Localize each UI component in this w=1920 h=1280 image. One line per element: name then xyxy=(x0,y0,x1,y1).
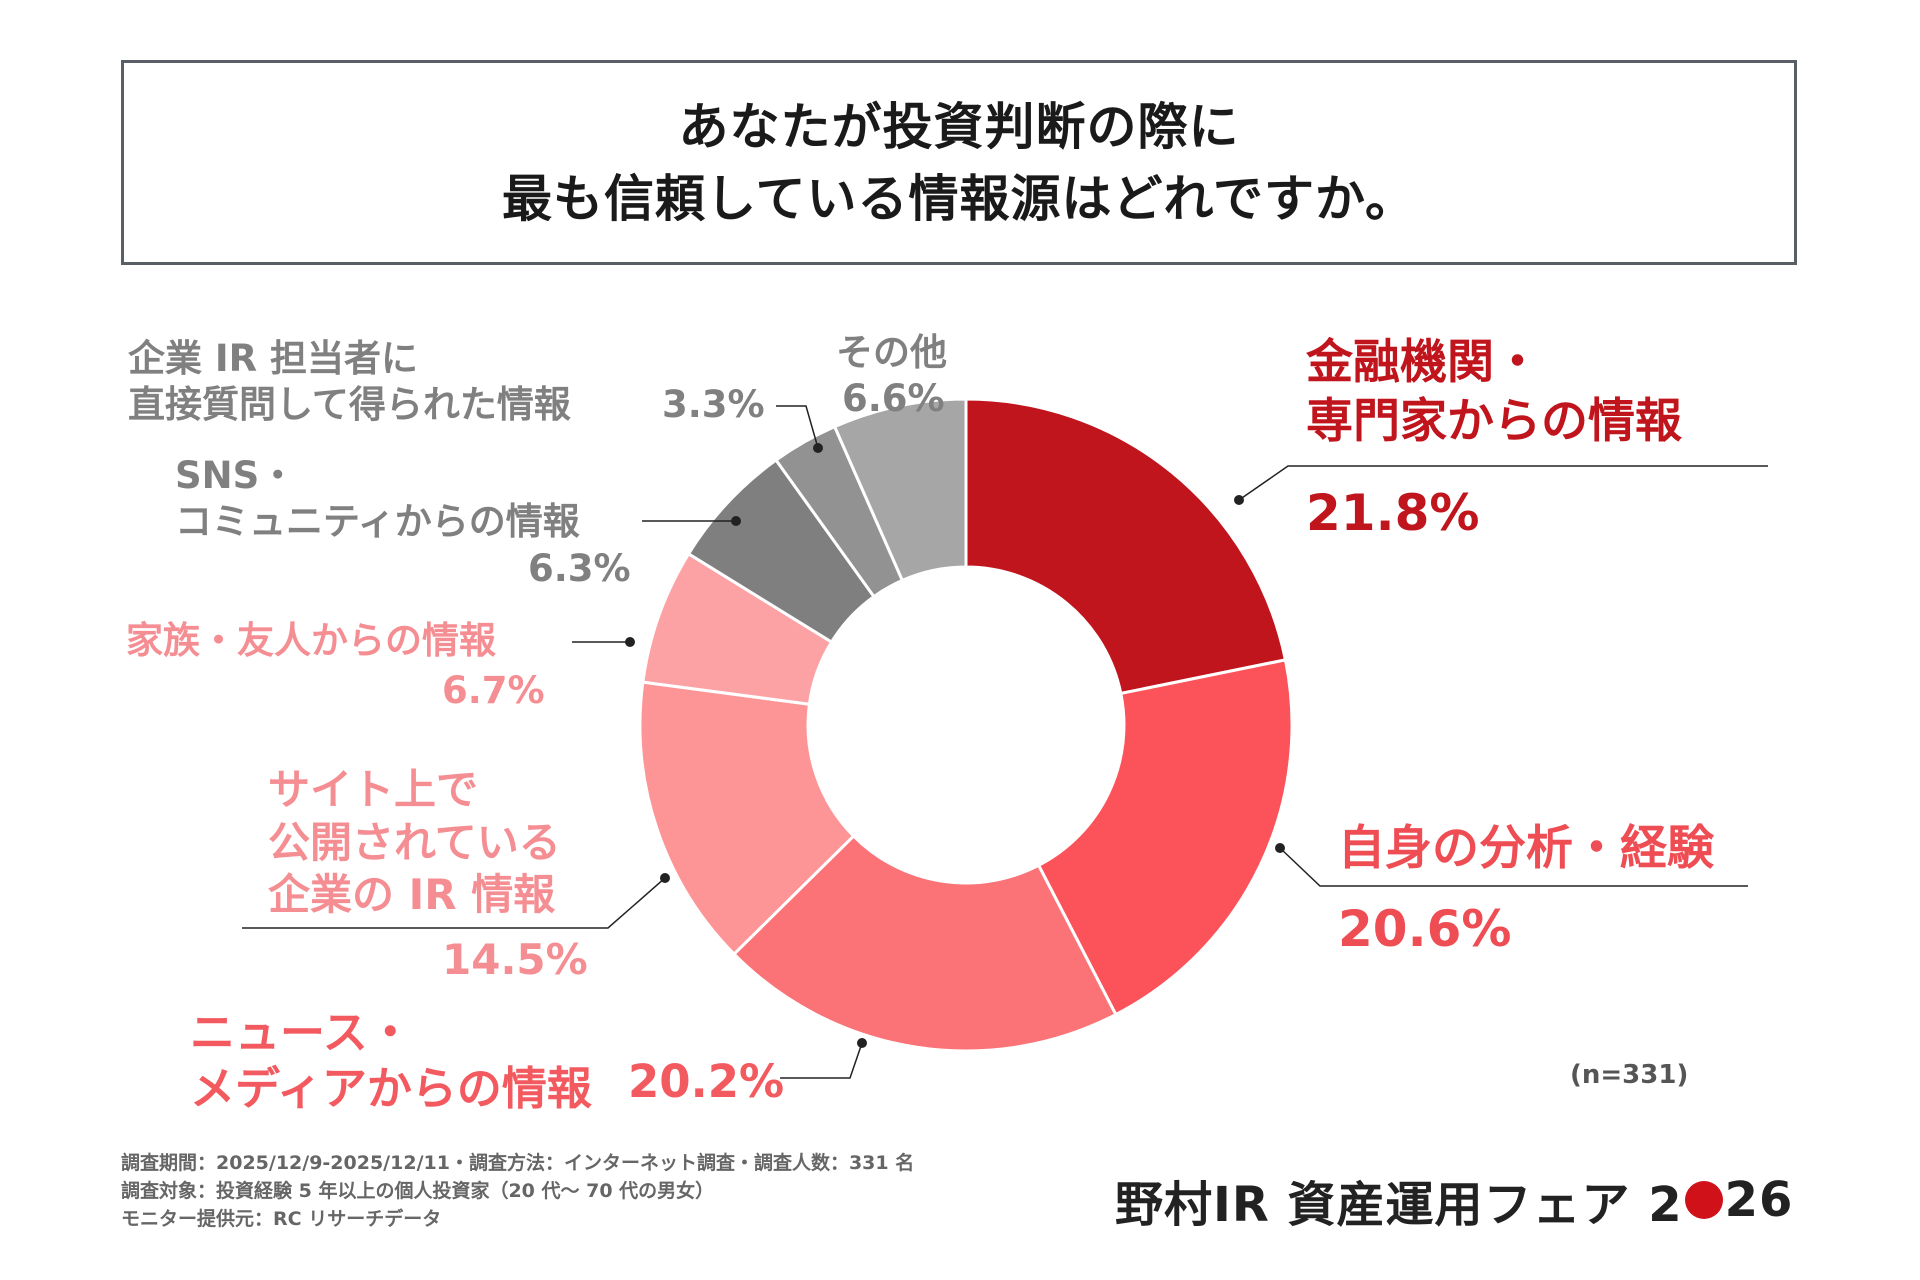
donut-slice-1 xyxy=(964,397,1288,696)
title-line-1: あなたが投資判断の際に xyxy=(678,97,1240,156)
value-site: 14.5% xyxy=(442,935,588,984)
donut-slice-8 xyxy=(832,397,968,583)
value-news: 20.2% xyxy=(628,1055,785,1108)
title-box: あなたが投資判断の際に 最も信頼している情報源はどれですか。 xyxy=(121,60,1797,265)
leader-site xyxy=(242,877,666,929)
label-financial-line2: 専門家からの情報 xyxy=(1306,393,1682,449)
label-sns-line2: コミュニティからの情報 xyxy=(175,500,580,544)
leader-ir-contact xyxy=(776,405,819,449)
label-financial: 金融機関・ 専門家からの情報 xyxy=(1306,334,1682,452)
sample-size: (n=331) xyxy=(1570,1060,1689,1090)
label-ir-contact-line2: 直接質問して得られた情報 xyxy=(128,383,571,427)
brand-dot-icon xyxy=(1684,1181,1723,1219)
footer-line-2: 調査対象：投資経験 5 年以上の個人投資家（20 代～ 70 代の男女） xyxy=(121,1180,715,1202)
leader-dot-financial xyxy=(1234,495,1244,505)
label-financial-line1: 金融機関・ xyxy=(1306,335,1541,390)
label-family: 家族・友人からの情報 xyxy=(126,619,496,662)
label-news-line2: メディアからの情報 xyxy=(190,1062,592,1116)
footer-line-3: モニター提供元：RC リサーチデータ xyxy=(121,1208,442,1230)
label-site-line1: サイト上で xyxy=(268,765,479,814)
brand-logo: 野村IR 資産運用フェア 2 26 xyxy=(1115,1165,1793,1235)
footer-line-1: 調査期間：2025/12/9-2025/12/11・調査方法：インターネット調査… xyxy=(121,1152,915,1174)
value-financial: 21.8% xyxy=(1306,484,1480,542)
value-family: 6.7% xyxy=(442,669,545,712)
value-self: 20.6% xyxy=(1338,900,1512,958)
label-news: ニュース・ メディアからの情報 xyxy=(190,1005,592,1118)
donut-slice-3 xyxy=(731,833,1118,1053)
leader-news xyxy=(780,1042,863,1079)
label-site-line2: 公開されている xyxy=(268,817,561,867)
brand-text-2: 26 xyxy=(1724,1172,1794,1228)
label-site: サイト上で 公開されている 企業の IR 情報 xyxy=(268,764,561,922)
label-sns-line1: SNS・ xyxy=(175,454,297,497)
title-line-2: 最も信頼している情報源はどれですか。 xyxy=(502,169,1416,228)
donut-slice-4 xyxy=(638,680,856,957)
label-sns: SNS・ コミュニティからの情報 xyxy=(175,453,580,546)
label-site-line3: 企業の IR 情報 xyxy=(268,870,556,919)
leader-dot-sns xyxy=(731,516,741,526)
label-self: 自身の分析・経験 xyxy=(1338,821,1714,876)
value-sns: 6.3% xyxy=(528,547,631,590)
value-other: 6.6% xyxy=(842,377,945,420)
label-ir-contact-line1: 企業 IR 担当者に xyxy=(128,337,419,380)
label-news-line1: ニュース・ xyxy=(190,1006,413,1059)
leader-self xyxy=(1279,847,1748,887)
label-ir-contact: 企業 IR 担当者に 直接質問して得られた情報 xyxy=(128,336,571,429)
leader-financial xyxy=(1238,465,1768,501)
leader-dot-news xyxy=(857,1038,867,1048)
leader-dot-self xyxy=(1275,843,1285,853)
value-ir-contact: 3.3% xyxy=(662,383,765,426)
brand-text-1: 野村IR 資産運用フェア 2 xyxy=(1115,1177,1683,1233)
donut-slice-2 xyxy=(1036,658,1294,1017)
leader-dot-ir-contact xyxy=(813,443,823,453)
leader-dot-family xyxy=(625,637,635,647)
leader-dot-site xyxy=(660,873,670,883)
label-other: その他 xyxy=(836,331,947,374)
